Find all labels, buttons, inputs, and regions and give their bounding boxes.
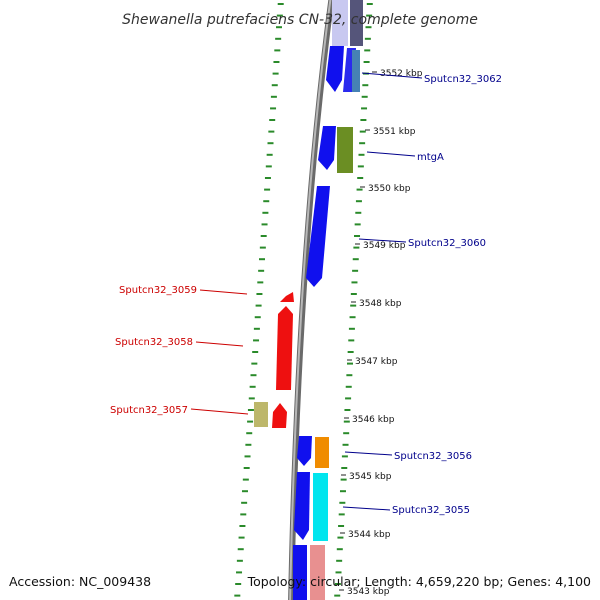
- gene-feature-sputcn32-3059[interactable]: [280, 292, 294, 302]
- gene-feature-steelblue[interactable]: [352, 50, 360, 92]
- genome-backbone-highlight: [289, 0, 332, 600]
- accession-text: Accession: NC_009438: [9, 574, 151, 589]
- kbp-tick-label: 3550 kbp: [368, 184, 411, 194]
- gene-feature-forward-blue-1[interactable]: [326, 46, 344, 92]
- gene-label-leader: [199, 289, 248, 295]
- gene-label[interactable]: Sputcn32_3060: [408, 238, 486, 249]
- gene-feature-forward-blue-2[interactable]: [318, 126, 336, 170]
- gene-label-leader: [366, 151, 416, 157]
- gene-label[interactable]: Sputcn32_3055: [392, 505, 470, 516]
- gene-feature-forward-blue-3[interactable]: [297, 436, 312, 466]
- gene-label-leader: [361, 72, 423, 79]
- gene-label-leader: [342, 506, 391, 511]
- gene-feature-sputcn32-3057[interactable]: [272, 403, 287, 428]
- genome-backbone: [288, 0, 335, 600]
- gene-label-leader: [195, 341, 244, 347]
- gene-label-leader: [190, 408, 249, 415]
- gene-feature-sputcn32-3056[interactable]: [315, 437, 329, 468]
- gene-label[interactable]: mtgA: [417, 152, 444, 163]
- kbp-tick-label: 3552 kbp: [380, 69, 423, 79]
- gene-feature-top-lavender[interactable]: [332, 0, 348, 46]
- kbp-scale: 3552 kbp 3551 kbp 3550 kbp 3549 kbp 3548 kbp…: [339, 69, 423, 597]
- kbp-tick-label: 3549 kbp: [363, 241, 406, 251]
- kbp-tick-label: 3551 kbp: [373, 127, 416, 137]
- gene-feature-khaki[interactable]: [254, 402, 268, 427]
- gene-feature-mtgA[interactable]: [337, 127, 353, 173]
- gene-features: [254, 0, 363, 600]
- outer-dotted-track-right: [334, 3, 373, 597]
- map-title: Shewanella putrefaciens CN-32, complete …: [122, 12, 478, 28]
- gene-feature-forward-blue-4[interactable]: [294, 472, 310, 540]
- kbp-tick-label: 3544 kbp: [348, 530, 391, 540]
- gene-label-leader: [344, 451, 393, 456]
- gene-label[interactable]: Sputcn32_3057: [110, 405, 188, 416]
- kbp-tick-label: 3546 kbp: [352, 415, 395, 425]
- gene-feature-bottom-blue[interactable]: [293, 545, 307, 600]
- gene-feature-sputcn32-3058[interactable]: [276, 306, 293, 390]
- gene-labels: Sputcn32_3062 mtgA Sputcn32_3060 Sputcn32_3…: [110, 72, 502, 516]
- topology-text: Topology: circular; Length: 4,659,220 bp…: [247, 574, 591, 589]
- gene-label[interactable]: Sputcn32_3058: [115, 337, 193, 348]
- kbp-tick-label: 3547 kbp: [355, 357, 398, 367]
- kbp-tick-label: 3543 kbp: [347, 587, 390, 597]
- gene-feature-sputcn32-3055[interactable]: [313, 473, 328, 541]
- kbp-tick-label: 3548 kbp: [359, 299, 402, 309]
- gene-feature-sputcn32-3060[interactable]: [306, 186, 330, 287]
- gene-feature-bottom-pink[interactable]: [310, 545, 325, 600]
- gene-label[interactable]: Sputcn32_3059: [119, 285, 197, 296]
- gene-label[interactable]: Sputcn32_3062: [424, 74, 502, 85]
- kbp-tick-label: 3545 kbp: [349, 472, 392, 482]
- gene-feature-top-slate[interactable]: [350, 0, 363, 46]
- gene-label-leader: [358, 238, 407, 243]
- gene-label[interactable]: Sputcn32_3056: [394, 451, 472, 462]
- outer-dotted-track-left: [234, 3, 284, 597]
